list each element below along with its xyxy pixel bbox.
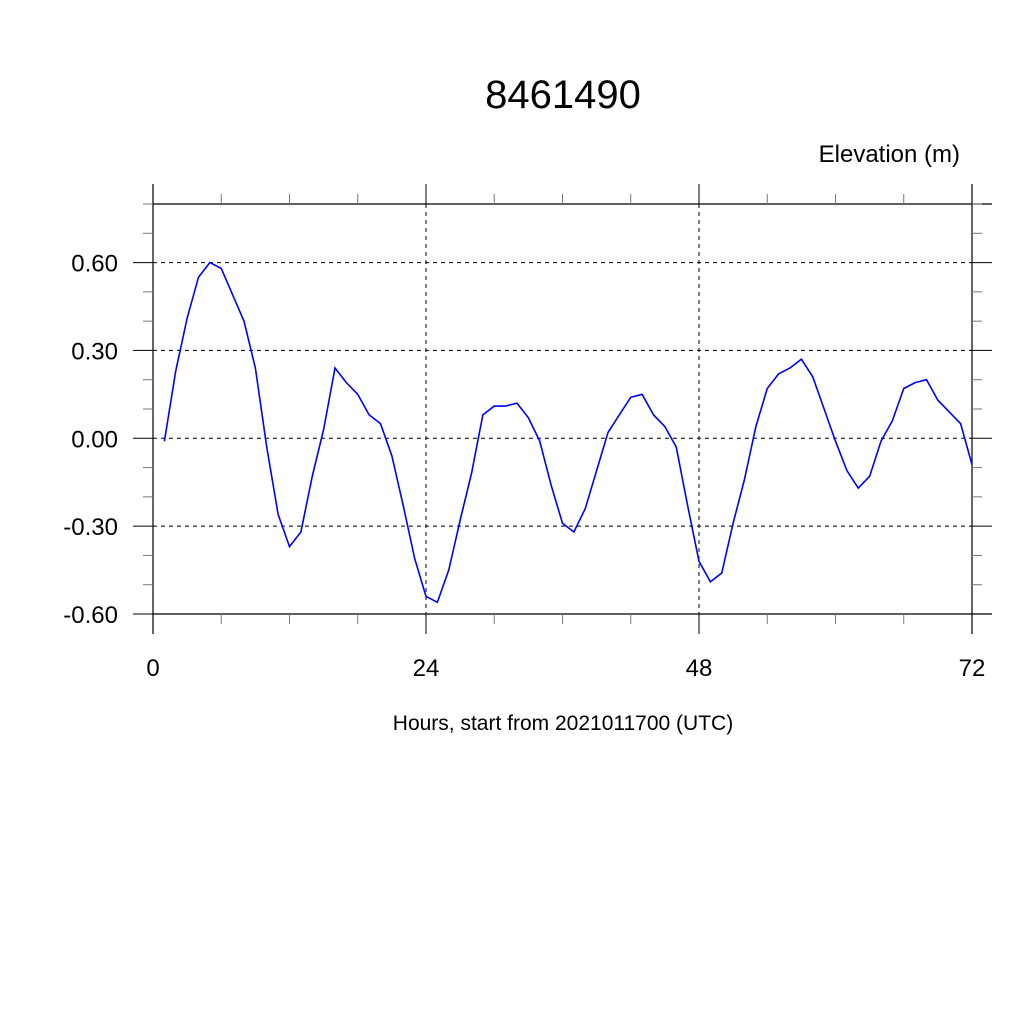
x-tick-label: 48 <box>686 655 713 682</box>
x-tick-label: 72 <box>959 655 986 682</box>
grid <box>152 204 973 615</box>
axes <box>152 184 992 634</box>
y-axis-ticks: 0.60 0.30 0.00 -0.30 -0.60 <box>63 203 992 629</box>
y-tick-label: -0.30 <box>63 514 118 541</box>
x-tick-label: 24 <box>413 655 440 682</box>
chart-title: 8461490 <box>485 73 641 117</box>
series-line <box>163 261 973 604</box>
y-tick-label: -0.60 <box>63 602 118 629</box>
x-axis-label: Hours, start from 2021011700 (UTC) <box>393 712 733 735</box>
y-tick-label: 0.00 <box>71 426 118 453</box>
y-tick-label: 0.30 <box>71 338 118 365</box>
chart-subtitle: Elevation (m) <box>819 141 960 168</box>
x-tick-label: 0 <box>146 655 159 682</box>
y-tick-label: 0.60 <box>71 251 118 278</box>
x-axis-ticks: 0 24 48 72 <box>146 184 985 682</box>
